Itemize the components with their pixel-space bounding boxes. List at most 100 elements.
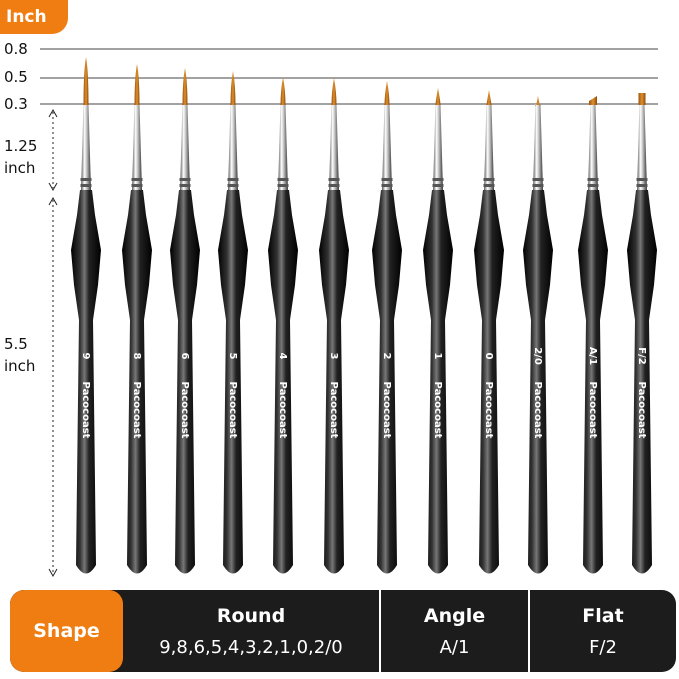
handle-length-label: 5.5 inch — [4, 333, 35, 377]
ferrule-ring — [432, 184, 444, 187]
ferrule-length-label: 1.25 inch — [4, 135, 37, 179]
ferrule-ring — [80, 178, 92, 181]
unit-badge: Inch — [0, 0, 68, 34]
brush-ferrule — [278, 104, 288, 190]
brush-bristles — [280, 77, 286, 105]
brush-handle — [372, 190, 402, 574]
brush-bristles — [384, 81, 390, 105]
brush-size-label: 3 — [328, 353, 339, 360]
shape-table: Shape Round 9,8,6,5,4,3,2,1,0,2/0 Angle … — [10, 590, 676, 672]
ferrule-length-value: 1.25 — [4, 137, 38, 155]
tick-label-0.8: 0.8 — [4, 40, 28, 58]
column-value: 9,8,6,5,4,3,2,1,0,2/0 — [159, 636, 343, 658]
brush-bristles — [638, 93, 646, 105]
column-angle: Angle A/1 — [381, 590, 530, 672]
column-flat: Flat F/2 — [530, 590, 676, 672]
brand-label: Pacocoast — [328, 382, 339, 439]
brush-handle — [578, 190, 608, 574]
brand-label: Pacocoast — [587, 382, 598, 439]
brush-bristles — [535, 96, 541, 107]
brush-ferrule — [433, 104, 443, 190]
brush-illustration: 9 Pacocoast 8 Pacocoast 6 Pacocoast 5 Pacocoast… — [40, 48, 658, 578]
column-round: Round 9,8,6,5,4,3,2,1,0,2/0 — [123, 590, 381, 672]
brand-label: Pacocoast — [179, 382, 190, 439]
shape-label: Shape — [10, 590, 123, 672]
brush-ferrule — [484, 104, 494, 190]
brand-label: Pacocoast — [532, 382, 543, 439]
tick-label-0.3: 0.3 — [4, 95, 28, 113]
ferrule-ring — [179, 178, 191, 181]
ferrule-ring — [483, 184, 495, 187]
ferrule-ring — [381, 178, 393, 181]
brand-label: Pacocoast — [227, 382, 238, 439]
brush-ferrule — [588, 104, 598, 190]
ferrule-ring — [277, 178, 289, 181]
brush-size-label: 2 — [381, 353, 392, 360]
ferrule-ring — [636, 184, 648, 187]
ferrule-ring — [179, 184, 191, 187]
ferrule-dimension-arrow — [48, 108, 58, 192]
handle-length-value: 5.5 — [4, 335, 28, 353]
brand-label: Pacocoast — [432, 382, 443, 439]
brush-size-label: 4 — [277, 353, 288, 360]
handle-length-unit: inch — [4, 357, 36, 375]
column-header: Flat — [582, 604, 624, 627]
brush-handle — [523, 190, 553, 574]
brush-size-label: F/2 — [636, 347, 647, 364]
ferrule-ring — [227, 178, 239, 181]
ferrule-ring — [532, 184, 544, 187]
brand-label: Pacocoast — [381, 382, 392, 439]
brush-handle — [218, 190, 248, 574]
brush-handle — [170, 190, 200, 574]
brush-size-label: 2/0 — [532, 347, 543, 365]
brush-size-label: 0 — [483, 353, 494, 360]
brush-size-label: 6 — [179, 353, 190, 360]
brush-bristles — [331, 78, 337, 105]
brush-size-label: A/1 — [587, 347, 598, 365]
brush-handle — [423, 190, 453, 574]
tick-label-0.5: 0.5 — [4, 68, 28, 86]
brush-ferrule — [132, 104, 142, 190]
ferrule-ring — [131, 178, 143, 181]
brush-handle — [71, 190, 101, 574]
ferrule-ring — [587, 178, 599, 181]
brush-size-label: 1 — [432, 353, 443, 360]
brush-bristles — [589, 96, 597, 105]
brand-label: Pacocoast — [80, 382, 91, 439]
ferrule-ring — [483, 178, 495, 181]
brush-9: 9 Pacocoast — [71, 57, 101, 574]
ferrule-ring — [328, 178, 340, 181]
brush-bristles — [182, 68, 188, 105]
ferrule-ring — [587, 184, 599, 187]
brush-3: 3 Pacocoast — [319, 78, 349, 574]
brush-F-2: F/2 Pacocoast — [627, 93, 657, 574]
ferrule-ring — [636, 178, 648, 181]
ferrule-ring — [381, 184, 393, 187]
column-value: F/2 — [589, 636, 617, 658]
ferrule-length-unit: inch — [4, 159, 36, 177]
ferrule-ring — [328, 184, 340, 187]
brush-bristles — [486, 90, 492, 105]
brush-size-label: 5 — [227, 353, 238, 360]
brush-ferrule — [329, 104, 339, 190]
brush-size-label: 9 — [80, 353, 91, 360]
brush-size-label: 8 — [131, 353, 142, 360]
ferrule-ring — [277, 184, 289, 187]
handle-dimension-arrow — [48, 196, 58, 578]
brush-handle — [122, 190, 152, 574]
ferrule-ring — [227, 184, 239, 187]
brush-handle — [627, 190, 657, 574]
brush-bristles — [435, 88, 441, 105]
brush-ferrule — [533, 104, 543, 190]
brush-ferrule — [637, 104, 647, 190]
brush-ferrule — [382, 104, 392, 190]
brush-6: 6 Pacocoast — [170, 68, 200, 574]
ferrule-ring — [80, 184, 92, 187]
ferrule-ring — [131, 184, 143, 187]
brand-label: Pacocoast — [277, 382, 288, 439]
brand-label: Pacocoast — [483, 382, 494, 439]
brush-0: 0 Pacocoast — [474, 90, 504, 574]
brush-ferrule — [81, 104, 91, 190]
ferrule-ring — [432, 178, 444, 181]
brush-8: 8 Pacocoast — [122, 64, 152, 574]
